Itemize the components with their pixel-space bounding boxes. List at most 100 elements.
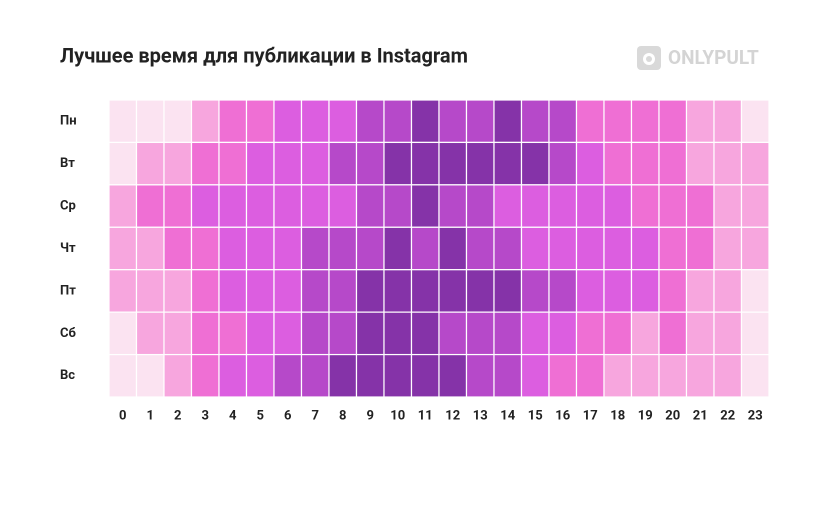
heat-cell [603, 99, 633, 144]
heat-cell [163, 99, 193, 144]
heat-cell [190, 226, 220, 271]
heat-cell [218, 184, 248, 228]
heat-cell [438, 226, 468, 271]
heat-cell [493, 226, 523, 271]
heat-cell [493, 141, 523, 186]
heat-cell [438, 184, 468, 228]
heat-cell [465, 311, 495, 356]
heat-cell [163, 269, 193, 313]
heat-cell [218, 141, 248, 186]
x-tick-label: 2 [174, 408, 181, 423]
heat-cell [520, 99, 550, 144]
heat-cell [740, 184, 770, 228]
heat-cell [630, 311, 660, 356]
y-tick-label: Пн [60, 114, 77, 129]
heat-cell [603, 269, 633, 313]
heat-cell [328, 99, 358, 144]
heat-cell [575, 311, 605, 356]
heat-cell [218, 311, 248, 356]
heat-cell [383, 184, 413, 228]
heat-cell [245, 99, 275, 144]
heat-cell [328, 184, 358, 228]
heat-cell [603, 184, 633, 228]
x-tick-label: 12 [445, 408, 460, 423]
heat-cell [300, 353, 330, 398]
x-tick-label: 22 [720, 408, 735, 423]
x-tick-label: 18 [610, 408, 625, 423]
x-tick-label: 20 [665, 408, 680, 423]
heat-cell [685, 226, 715, 271]
heat-cell [685, 311, 715, 356]
heat-cell [410, 269, 440, 313]
heat-cell [603, 353, 633, 398]
heat-cell [630, 99, 660, 144]
heat-cell [273, 184, 303, 228]
heat-cell [273, 353, 303, 398]
heat-cell [328, 311, 358, 356]
heat-cell [465, 141, 495, 186]
heat-cell [190, 99, 220, 144]
x-tick-label: 13 [473, 408, 488, 423]
heat-cell [548, 311, 578, 356]
heat-cell [163, 311, 193, 356]
x-tick-label: 10 [390, 408, 405, 423]
heat-cell [520, 353, 550, 398]
heat-cell [383, 226, 413, 271]
chart-title: Лучшее время для публикации в Instagram [60, 43, 468, 67]
heat-cell [245, 353, 275, 398]
heat-cell [355, 141, 385, 186]
heat-cell [630, 269, 660, 313]
heat-cell [328, 141, 358, 186]
heat-cell [273, 226, 303, 271]
heat-cell [273, 311, 303, 356]
x-tick-label: 16 [555, 408, 570, 423]
heat-cell [190, 311, 220, 356]
heat-cell [575, 353, 605, 398]
heat-cell [603, 141, 633, 186]
heat-cell [713, 226, 743, 271]
heat-cell [630, 184, 660, 228]
x-tick-label: 21 [693, 408, 708, 423]
heat-cell [355, 311, 385, 356]
x-tick-label: 11 [418, 408, 433, 423]
heat-cell [548, 353, 578, 398]
heat-cell [108, 99, 138, 144]
heat-cell [108, 184, 138, 228]
heat-cell [465, 353, 495, 398]
heat-cell [575, 184, 605, 228]
heat-cell [630, 353, 660, 398]
heat-cell [685, 184, 715, 228]
heat-cell [135, 269, 165, 313]
heat-cell [190, 269, 220, 313]
heat-cell [300, 269, 330, 313]
heat-cell [163, 141, 193, 186]
heat-cell [493, 311, 523, 356]
heat-cell [465, 184, 495, 228]
brand-logo: ONLYPULT [637, 46, 759, 70]
heat-cell [108, 141, 138, 186]
heat-cell [383, 269, 413, 313]
x-tick-label: 23 [748, 408, 763, 423]
heat-cell [603, 226, 633, 271]
heat-cell [603, 311, 633, 356]
heat-cell [163, 226, 193, 271]
heat-cell [300, 184, 330, 228]
heat-cell [245, 226, 275, 271]
heat-cell [713, 311, 743, 356]
heat-cell [740, 99, 770, 144]
heat-cell [190, 353, 220, 398]
heat-cell [630, 141, 660, 186]
y-tick-label: Вс [60, 368, 75, 383]
heat-cell [548, 226, 578, 271]
heat-cell [520, 311, 550, 356]
heat-cell [630, 226, 660, 271]
heat-cell [300, 99, 330, 144]
heat-cell [108, 226, 138, 271]
brand-name: ONLYPULT [668, 46, 759, 69]
x-tick-label: 14 [500, 408, 515, 423]
heat-cell [713, 141, 743, 186]
heat-cell [658, 269, 688, 313]
heat-cell [245, 141, 275, 186]
heat-cell [658, 141, 688, 186]
